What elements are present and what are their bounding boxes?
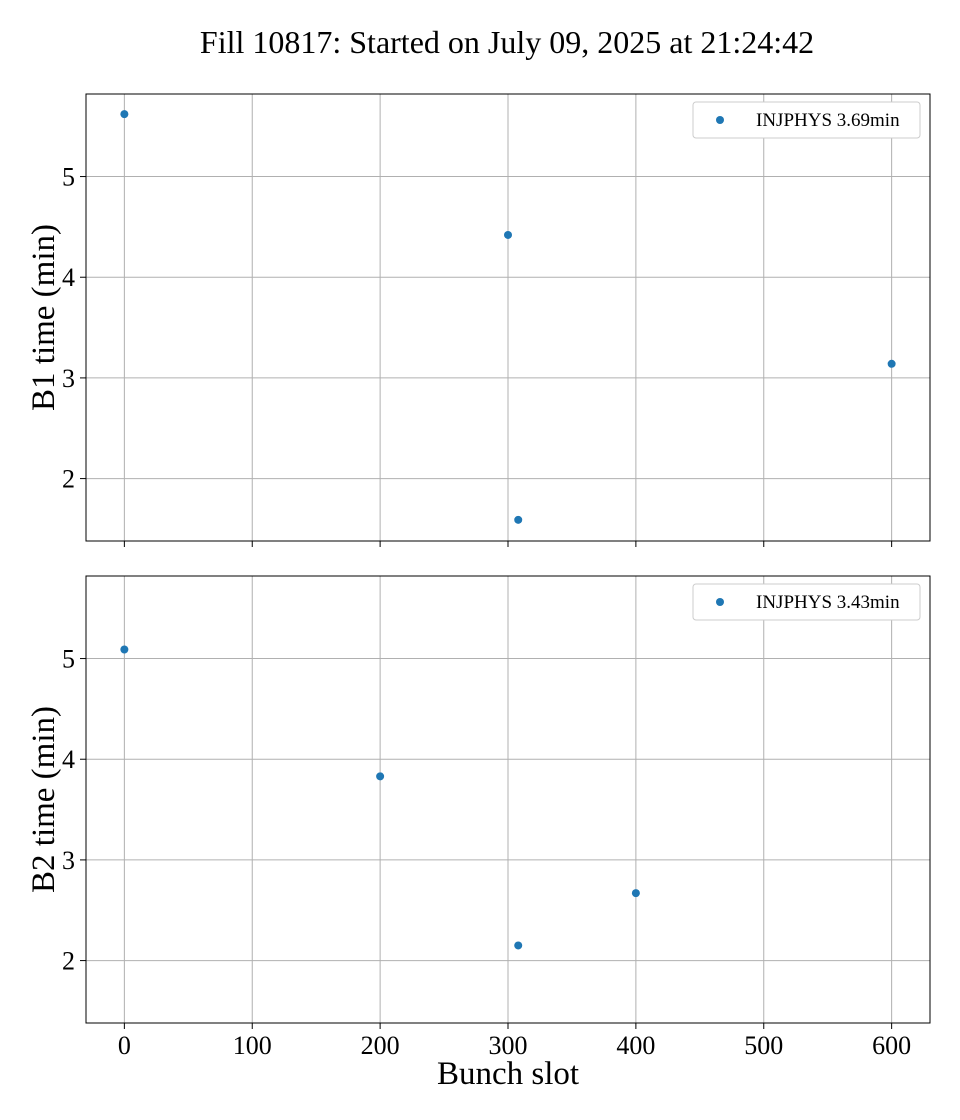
y-tick-label: 5	[62, 163, 75, 192]
legend-entry: INJPHYS 3.69min	[756, 110, 900, 131]
legend-box	[692, 583, 921, 621]
y-axis-label: B1 time (min)	[26, 224, 62, 411]
panel-b1: 2 3 4 5 B1 time (min) INJPHYS 3.69min	[26, 93, 931, 547]
grid-lines	[86, 94, 930, 541]
y-tick-label: 2	[62, 465, 75, 494]
x-tick-label: 200	[361, 1031, 400, 1060]
grid-lines	[86, 576, 930, 1023]
x-tick-label: 500	[744, 1031, 783, 1060]
y-tick-label: 5	[62, 645, 75, 674]
x-axis-label: Bunch slot	[437, 1056, 579, 1092]
data-point	[120, 110, 129, 119]
legend-marker	[716, 598, 724, 606]
y-tick-label: 3	[62, 846, 75, 875]
legend-entry: INJPHYS 3.43min	[756, 592, 900, 613]
figure-title: Fill 10817: Started on July 09, 2025 at …	[200, 24, 814, 60]
data-point	[504, 230, 512, 239]
legend: INJPHYS 3.43min	[692, 583, 921, 621]
data-point	[120, 645, 129, 654]
data-point	[376, 772, 385, 781]
legend: INJPHYS 3.69min	[692, 101, 921, 139]
legend-box	[692, 101, 921, 139]
y-tick-label: 2	[62, 947, 75, 976]
x-tick-label: 0	[118, 1031, 131, 1060]
x-tick-label: 600	[872, 1031, 911, 1060]
x-tick-label: 300	[489, 1031, 528, 1060]
y-axis-label: B2 time (min)	[26, 706, 62, 893]
legend-marker	[716, 116, 724, 124]
data-point	[514, 515, 523, 524]
y-tick-label: 3	[62, 364, 75, 393]
data-point	[887, 359, 896, 368]
data-point	[514, 941, 523, 950]
y-tick-label: 4	[62, 263, 75, 292]
panel-b2: 0 100 200 300 400 500 600 2 3 4 5 B2 time (min) Bunc…	[26, 575, 931, 1092]
y-tick-label: 4	[62, 745, 75, 774]
x-tick-label: 400	[616, 1031, 655, 1060]
data-point	[631, 889, 640, 898]
x-tick-label: 100	[233, 1031, 272, 1060]
